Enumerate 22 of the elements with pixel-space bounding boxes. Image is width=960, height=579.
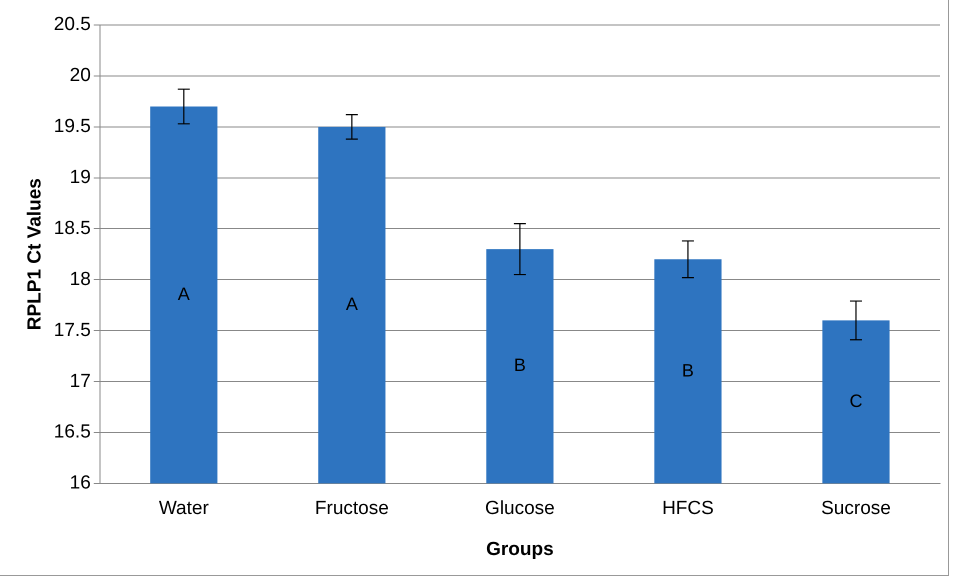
x-tick-label: Water [158,498,210,520]
y-tick-label: 18.5 [54,218,91,239]
annotation: B [514,355,526,376]
y-tick-label: 19 [70,167,91,188]
y-tick-label: 20 [70,65,91,86]
annotation: C [849,390,862,411]
y-tick-label: 16.5 [54,422,91,443]
x-tick-label: HFCS [662,498,714,520]
y-tick-label: 19.5 [54,116,91,138]
y-tick-label: 16 [70,472,91,494]
y-tick-label: 17 [70,370,91,392]
annotation: B [682,360,694,380]
y-tick-label: 20.5 [54,14,91,36]
x-tick-label: Glucose [485,498,555,520]
y-tick-label: 17.5 [54,320,91,341]
x-tick-label: Fructose [314,498,389,520]
y-axis-title: RPLP1 Ct Values [24,178,46,330]
y-tick-label: 18 [70,268,91,290]
annotation: A [178,284,190,304]
x-tick-label: Sucrose [821,498,891,520]
x-axis-title: Groups [486,538,554,560]
annotation: A [346,294,358,314]
